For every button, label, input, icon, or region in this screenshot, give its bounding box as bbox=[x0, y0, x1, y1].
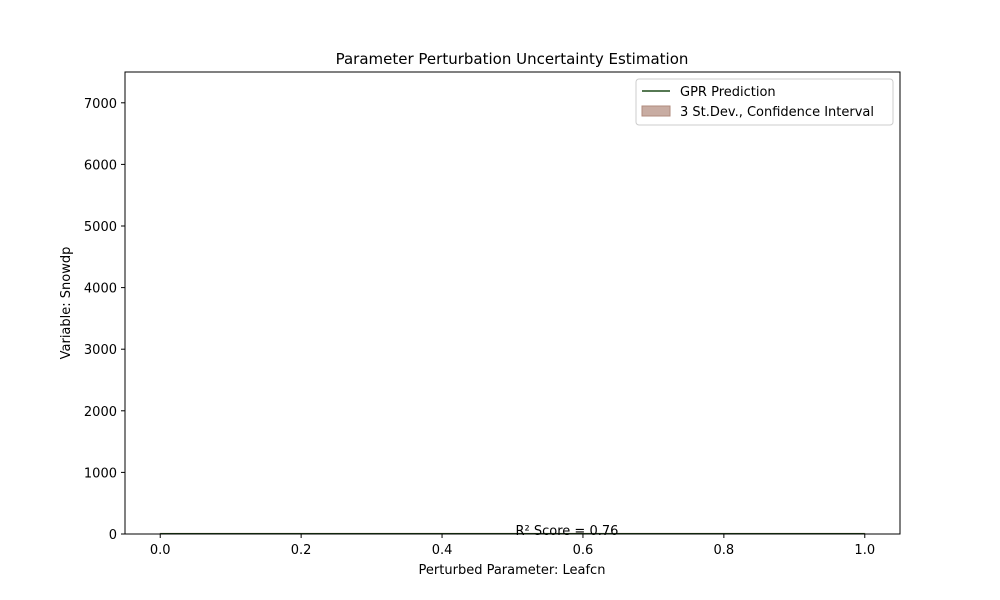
legend: GPR Prediction 3 St.Dev., Confidence Int… bbox=[635, 78, 894, 126]
x-tick-label: 0.0 bbox=[150, 543, 171, 558]
legend-label-gpr-prediction: GPR Prediction bbox=[680, 85, 776, 100]
r2-score-annotation: R² Score = 0.76 bbox=[516, 524, 619, 539]
y-axis: 0 1000 2000 3000 4000 5000 6000 7000 bbox=[84, 97, 125, 543]
y-tick-label: 7000 bbox=[84, 97, 117, 112]
x-tick-label: 1.0 bbox=[854, 543, 875, 558]
x-axis-label: Perturbed Parameter: Leafcn bbox=[419, 563, 606, 578]
y-tick-label: 4000 bbox=[84, 282, 117, 297]
y-tick-label: 2000 bbox=[84, 405, 117, 420]
x-tick-label: 0.6 bbox=[573, 543, 594, 558]
legend-swatch-confidence-interval bbox=[641, 105, 671, 117]
y-tick-label: 0 bbox=[109, 528, 117, 543]
y-axis-label: Variable: Snowdp bbox=[59, 247, 74, 360]
x-axis: 0.0 0.2 0.4 0.6 0.8 1.0 bbox=[150, 534, 875, 558]
y-tick-label: 3000 bbox=[84, 343, 117, 358]
y-tick-label: 6000 bbox=[84, 158, 117, 173]
plot-frame bbox=[124, 71, 901, 535]
y-tick-label: 5000 bbox=[84, 220, 117, 235]
x-tick-label: 0.4 bbox=[432, 543, 453, 558]
legend-label-confidence-interval: 3 St.Dev., Confidence Interval bbox=[680, 105, 874, 120]
legend-box bbox=[635, 78, 894, 126]
x-tick-label: 0.2 bbox=[291, 543, 312, 558]
x-tick-label: 0.8 bbox=[714, 543, 735, 558]
y-tick-label: 1000 bbox=[84, 466, 117, 481]
chart-title: Parameter Perturbation Uncertainty Estim… bbox=[336, 50, 689, 68]
